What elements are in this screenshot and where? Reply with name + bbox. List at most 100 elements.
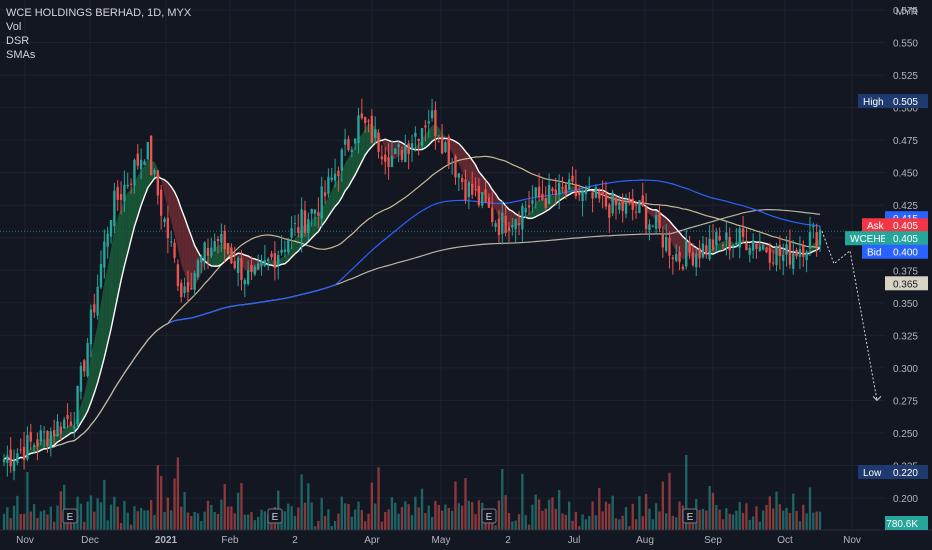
ribbon-segment [452,139,456,160]
bid-tag: Bid 0.400 [862,244,928,259]
volume-bar [16,495,19,530]
volume-bar [547,499,551,530]
candle-body [638,200,641,213]
volume-tag-value: 780.6K [886,519,918,530]
candle-body [437,141,440,143]
volume-bar [390,497,394,530]
candle-body [460,178,464,182]
volume-bar [818,511,822,530]
candle-body [404,145,407,162]
candle-body [364,117,367,124]
ribbon-segment [177,199,182,265]
ribbon-segment [34,445,38,453]
candle-body [531,200,534,204]
ribbon-segment [174,191,178,249]
indicator-dsr[interactable]: DSR [6,35,30,47]
time-label: Nov [16,535,34,546]
candle-body [671,257,675,260]
candle-body [223,230,226,250]
candle-body [584,189,588,195]
volume-bar [715,505,718,530]
volume-bar [377,467,380,530]
candlesticks[interactable] [2,98,822,481]
candle-body [477,185,481,206]
candle-body [300,209,303,239]
volume-bar [748,519,751,530]
indicator-smas[interactable]: SMAs [6,49,36,61]
volume-bar [417,507,420,530]
candle-body [86,343,89,376]
candle-body [340,149,343,171]
volume-bar [86,501,89,530]
volume-tag-value-bg [885,516,928,530]
low-tag-value-bg [885,464,928,479]
candle-body [323,192,327,197]
volume-bar [2,513,6,530]
earnings-marker: E [267,508,283,524]
candle-body [725,232,728,241]
candle-body [681,266,685,270]
volume-bar [146,510,149,530]
candle-body [795,249,798,257]
ask-tag-value: 0.405 [893,221,918,232]
candle-body [246,270,250,285]
volume-bar [718,509,721,530]
volume-bar [307,483,310,530]
candle-body [143,161,146,166]
volume-bar [437,504,440,530]
candle-body [149,135,153,176]
volume-bar [778,504,782,530]
candle-body [16,453,19,463]
candle-body [290,228,293,238]
volume-bar [206,500,210,530]
ribbon-segment [719,241,724,252]
volume-bar [230,506,233,530]
candle-body [263,260,267,266]
volume-bar [153,515,156,530]
ribbon-segment [87,355,91,412]
price-tick: 0.550 [893,39,918,50]
volume-bar [250,512,253,530]
last-price-tag-label-bg [845,231,885,246]
candle-body [430,110,434,119]
time-label: 2 [292,535,298,546]
volume-bar [782,510,785,530]
volume-bar [246,514,250,530]
volume-bar [521,473,524,530]
volume-bar [384,512,387,530]
candle-body [213,241,216,251]
volume-bar [297,507,300,530]
candle-body [454,156,457,178]
candle-body [738,228,741,248]
sma-lines [3,137,821,462]
ribbon-segment [508,209,513,228]
indicator-vol[interactable]: Vol [6,21,22,33]
ribbon-segment [492,189,496,210]
candle-body [353,138,357,144]
volume-bar [457,503,460,530]
ribbon-segment [438,127,443,139]
candle-body [26,435,29,460]
volume-bar [608,503,611,530]
volume-bar [109,504,113,530]
volume-bar [741,512,745,530]
candle-body [210,247,213,256]
volume-bar [73,522,76,530]
ribbon-segment [649,208,653,217]
symbol-title[interactable]: WCE HOLDINGS BERHAD, 1D, MYX [6,7,192,19]
candle-body [186,282,190,292]
volume-bar [788,512,792,530]
candle-body [711,239,715,251]
bid-tag-value: 0.400 [893,248,918,259]
candle-body [685,241,688,267]
volume-bar [290,506,293,530]
candle-body [220,233,223,243]
candle-body [9,449,12,467]
earnings-box [62,508,78,524]
time-axis[interactable]: Nov Dec 2021 Feb 2 Apr May 2 Jul Aug Sep Oct Nov [0,529,932,550]
volume-bar [283,511,287,530]
candle-body [153,170,156,174]
ribbon-segment [465,151,469,184]
